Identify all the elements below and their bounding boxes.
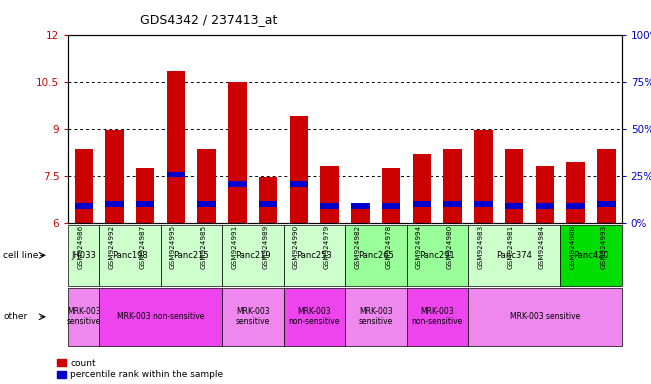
Legend: count, percentile rank within the sample: count, percentile rank within the sample	[57, 359, 223, 379]
Bar	[597, 149, 616, 223]
Bar	[105, 201, 124, 207]
Bar	[229, 82, 247, 223]
Text: GSM924993: GSM924993	[600, 225, 606, 269]
Text: MRK-003 sensitive: MRK-003 sensitive	[510, 312, 580, 321]
Text: GSM924989: GSM924989	[262, 225, 268, 269]
Bar	[259, 201, 277, 207]
Text: MRK-003
non-sensitive: MRK-003 non-sensitive	[411, 307, 463, 326]
Bar	[136, 168, 154, 223]
Bar	[320, 203, 339, 209]
Bar	[259, 177, 277, 223]
Bar	[443, 149, 462, 223]
Text: Panc374: Panc374	[496, 251, 532, 260]
Bar	[443, 201, 462, 207]
Bar	[105, 130, 124, 223]
Text: GSM924980: GSM924980	[447, 225, 452, 269]
Bar	[197, 149, 216, 223]
Text: JH033: JH033	[72, 251, 96, 260]
Bar	[290, 116, 308, 223]
Bar	[74, 203, 93, 209]
Text: other: other	[3, 312, 27, 321]
Bar	[474, 201, 493, 207]
Bar	[167, 71, 185, 223]
Bar	[382, 203, 400, 209]
Text: GSM924994: GSM924994	[416, 225, 422, 269]
Bar	[413, 154, 431, 223]
Bar	[290, 181, 308, 187]
Text: Panc198: Panc198	[112, 251, 148, 260]
Bar	[197, 201, 216, 207]
Text: MRK-003 non-sensitive: MRK-003 non-sensitive	[117, 312, 204, 321]
Text: GSM924978: GSM924978	[385, 225, 391, 269]
Text: Panc291: Panc291	[419, 251, 455, 260]
Text: GSM924984: GSM924984	[539, 225, 545, 269]
Text: GSM924992: GSM924992	[109, 225, 115, 269]
Text: Panc253: Panc253	[296, 251, 332, 260]
Text: GSM924995: GSM924995	[170, 225, 176, 269]
Text: MRK-003
sensitive: MRK-003 sensitive	[236, 307, 270, 326]
Text: Panc265: Panc265	[358, 251, 394, 260]
Text: GSM924988: GSM924988	[570, 225, 575, 269]
Text: GSM924990: GSM924990	[293, 225, 299, 269]
Bar	[229, 181, 247, 187]
Bar	[136, 201, 154, 207]
Bar	[382, 168, 400, 223]
Text: cell line: cell line	[3, 251, 38, 260]
Bar	[474, 130, 493, 223]
Text: GSM924985: GSM924985	[201, 225, 207, 269]
Bar	[74, 149, 93, 223]
Bar	[566, 162, 585, 223]
Text: MRK-003
sensitive: MRK-003 sensitive	[66, 307, 101, 326]
Text: GSM924983: GSM924983	[477, 225, 483, 269]
Text: GDS4342 / 237413_at: GDS4342 / 237413_at	[139, 13, 277, 26]
Text: GSM924986: GSM924986	[77, 225, 84, 269]
Bar	[505, 203, 523, 209]
Text: GSM924987: GSM924987	[139, 225, 145, 269]
Text: GSM924982: GSM924982	[354, 225, 361, 269]
Text: Panc219: Panc219	[235, 251, 271, 260]
Bar	[536, 166, 554, 223]
Bar	[597, 201, 616, 207]
Text: Panc215: Panc215	[174, 251, 209, 260]
Bar	[413, 201, 431, 207]
Bar	[320, 166, 339, 223]
Bar	[167, 172, 185, 177]
Text: MRK-003
non-sensitive: MRK-003 non-sensitive	[288, 307, 340, 326]
Text: Panc420: Panc420	[573, 251, 609, 260]
Text: GSM924979: GSM924979	[324, 225, 329, 269]
Bar	[536, 203, 554, 209]
Bar	[505, 149, 523, 223]
Text: MRK-003
sensitive: MRK-003 sensitive	[359, 307, 393, 326]
Bar	[351, 209, 370, 223]
Bar	[351, 203, 370, 209]
Bar	[566, 203, 585, 209]
Text: GSM924981: GSM924981	[508, 225, 514, 269]
Text: GSM924991: GSM924991	[232, 225, 238, 269]
